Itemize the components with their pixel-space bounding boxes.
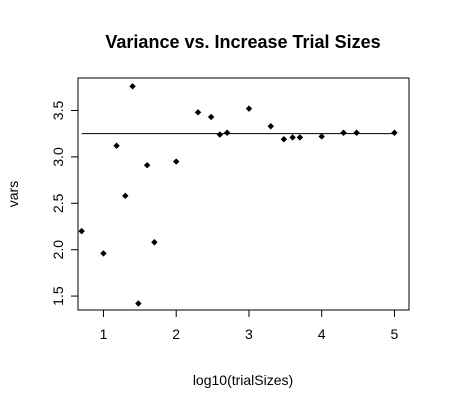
x-tick-label: 3: [245, 326, 253, 342]
data-point: [129, 83, 136, 90]
y-tick-label: 2.5: [50, 193, 66, 213]
data-point: [143, 162, 151, 169]
x-tick-label: 2: [172, 326, 180, 342]
x-tick-label: 5: [391, 326, 399, 342]
y-axis-label: vars: [5, 181, 21, 207]
data-point: [223, 129, 231, 136]
data-point: [280, 136, 288, 143]
data-point: [194, 109, 202, 116]
data-point: [391, 129, 398, 136]
y-tick-label: 3.5: [50, 101, 66, 121]
x-axis: 1 2 3 4 5: [100, 309, 399, 342]
data-point: [289, 134, 296, 141]
data-point: [78, 227, 85, 235]
chart-title: Variance vs. Increase Trial Sizes: [105, 32, 380, 52]
data-point: [318, 133, 325, 140]
data-point: [151, 239, 158, 246]
data-point: [353, 129, 360, 136]
y-tick-label: 2.0: [50, 240, 66, 260]
data-point: [296, 134, 304, 141]
data-point: [173, 158, 180, 165]
data-point: [216, 131, 224, 138]
data-point: [267, 123, 274, 130]
data-point: [245, 105, 253, 112]
data-point: [340, 129, 347, 136]
y-axis: 1.5 2.0 2.5 3.0 3.5: [50, 101, 79, 306]
x-axis-label: log10(trialSizes): [193, 372, 293, 388]
data-point: [207, 113, 215, 121]
y-tick-label: 3.0: [50, 147, 66, 167]
data-point: [135, 300, 142, 307]
x-tick-label: 4: [318, 326, 326, 342]
data-point: [122, 192, 129, 200]
data-point: [113, 142, 120, 149]
data-point: [100, 250, 107, 257]
y-tick-label: 1.5: [50, 286, 66, 306]
plot-frame: [77, 77, 410, 311]
x-tick-label: 1: [100, 326, 108, 342]
